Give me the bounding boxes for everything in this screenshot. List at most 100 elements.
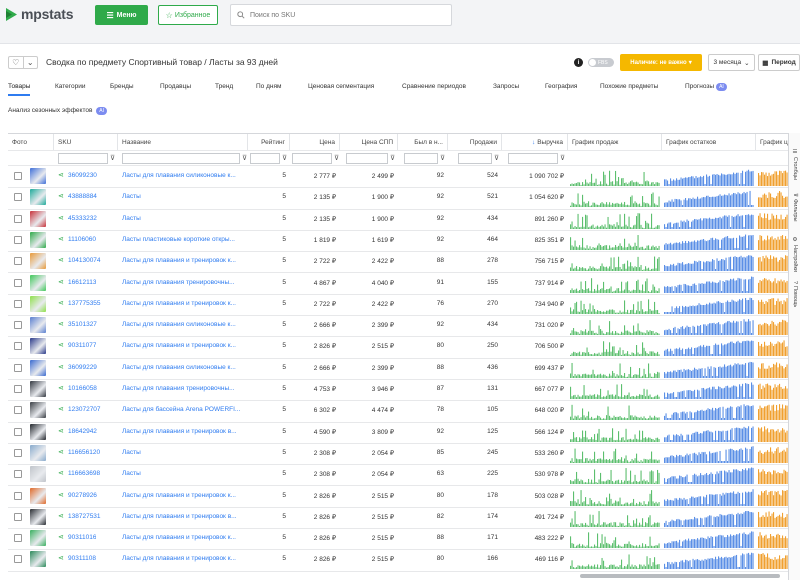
row-checkbox[interactable] xyxy=(14,299,22,308)
sku-link[interactable]: 104130074 xyxy=(68,257,101,265)
sku-link[interactable]: 16612113 xyxy=(68,278,97,286)
side-panel-item[interactable]: ? Помощь xyxy=(789,281,800,307)
product-thumbnail[interactable] xyxy=(30,508,46,525)
filter-icon[interactable]: ⊽ xyxy=(110,155,116,162)
filter-input[interactable] xyxy=(58,153,108,164)
product-thumbnail[interactable] xyxy=(30,530,46,547)
side-panel-item[interactable]: ⚙ Настройки xyxy=(789,237,800,272)
product-thumbnail[interactable] xyxy=(30,466,46,483)
favorites-button[interactable]: ☆ Избранное xyxy=(158,5,218,25)
side-panel-item[interactable]: ☰ Столбцы xyxy=(789,149,800,180)
col-sku[interactable]: SKU xyxy=(54,134,118,150)
table-row[interactable]: ⋖ 10166058 Ласты для плавания тренировочны… xyxy=(8,379,790,402)
tab-item[interactable]: Категории xyxy=(55,83,86,90)
filter-icon[interactable]: ⊽ xyxy=(242,155,248,162)
row-checkbox[interactable] xyxy=(14,448,22,457)
product-name-link[interactable]: Ласты для плавания силиконовые к... xyxy=(122,172,236,179)
tab-item[interactable]: Похожие предметы xyxy=(600,83,658,90)
tab-seasonal-analysis[interactable]: Анализ сезонных эффектов AI xyxy=(8,107,107,115)
share-icon[interactable]: ⋖ xyxy=(58,491,64,499)
filter-icon[interactable]: ⊽ xyxy=(282,155,288,162)
filter-input[interactable] xyxy=(292,153,332,164)
col-price-chart[interactable]: График ц xyxy=(760,138,788,146)
product-thumbnail[interactable] xyxy=(30,210,46,227)
row-checkbox[interactable] xyxy=(14,172,22,180)
sku-link[interactable]: 90278926 xyxy=(68,491,97,499)
table-row[interactable]: ⋖ 11106060 Ласты пластиковые короткие откр… xyxy=(8,230,790,253)
share-icon[interactable]: ⋖ xyxy=(58,470,64,478)
product-name-link[interactable]: Ласты xyxy=(122,214,141,222)
table-row[interactable]: ⋖ 18642942 Ласты для плавания и тренировок… xyxy=(8,422,790,444)
product-thumbnail[interactable] xyxy=(30,189,46,206)
share-icon[interactable]: ⋖ xyxy=(58,448,64,456)
share-icon[interactable]: ⋖ xyxy=(58,193,64,201)
product-thumbnail[interactable] xyxy=(30,231,46,248)
share-icon[interactable]: ⋖ xyxy=(58,235,64,243)
tab-item[interactable]: Бренды xyxy=(110,83,134,90)
sku-link[interactable]: 36099230 xyxy=(68,172,97,179)
sku-link[interactable]: 116663698 xyxy=(68,470,101,478)
product-name-link[interactable]: Ласты для плавания и тренировок к... xyxy=(122,299,236,307)
filter-icon[interactable]: ⊽ xyxy=(494,155,500,162)
sku-link[interactable]: 43888884 xyxy=(68,193,97,201)
table-row[interactable]: ⋖ 45333232 Ласты 5 2 135 ₽1 900 ₽92 434 891 26… xyxy=(8,209,790,231)
table-row[interactable]: ⋖ 16612113 Ласты для плавания тренировочны… xyxy=(8,273,790,295)
filter-icon[interactable]: ⊽ xyxy=(334,155,340,162)
filter-icon[interactable]: ⊽ xyxy=(560,155,566,162)
product-thumbnail[interactable] xyxy=(30,295,46,312)
sku-link[interactable]: 90311077 xyxy=(68,342,97,350)
sku-link[interactable]: 137775355 xyxy=(68,299,101,307)
menu-button[interactable]: ☰ Меню xyxy=(95,5,148,25)
product-name-link[interactable]: Ласты для плавания силиконовые к... xyxy=(122,363,236,371)
product-name-link[interactable]: Ласты xyxy=(122,193,141,201)
tab-item[interactable]: География xyxy=(545,83,577,90)
filter-input[interactable] xyxy=(458,153,492,164)
product-thumbnail[interactable] xyxy=(30,381,46,397)
product-name-link[interactable]: Ласты для бассейна Arena POWERFI... xyxy=(122,406,241,414)
tab-item[interactable]: Сравнение периодов xyxy=(402,83,466,90)
table-row[interactable]: ⋖ 123072707 Ласты для бассейна Arena POWER… xyxy=(8,400,790,423)
sku-link[interactable]: 36099229 xyxy=(68,363,97,371)
sku-link[interactable]: 11106060 xyxy=(68,235,96,243)
product-name-link[interactable]: Ласты для плавания и тренировок к... xyxy=(122,342,236,350)
table-row[interactable]: ⋖ 116656120 Ласты 5 2 308 ₽2 054 ₽85 245 533 2… xyxy=(8,443,790,466)
share-icon[interactable]: ⋖ xyxy=(58,406,64,414)
product-name-link[interactable]: Ласты для плавания и тренировок к... xyxy=(122,534,236,542)
chevron-down-icon[interactable]: ⌄ xyxy=(26,58,34,67)
col-sales-chart[interactable]: График продаж xyxy=(568,134,662,150)
tab-item[interactable]: По дням xyxy=(256,83,281,90)
table-row[interactable]: ⋖ 104130074 Ласты для плавания и тренирово… xyxy=(8,251,790,274)
product-name-link[interactable]: Ласты для плавания тренировочны... xyxy=(122,385,235,392)
table-row[interactable]: ⋖ 43888884 Ласты 5 2 135 ₽1 900 ₽92 521 1 054 … xyxy=(8,187,790,210)
row-checkbox[interactable] xyxy=(14,427,22,436)
row-checkbox[interactable] xyxy=(14,491,22,500)
tab-item[interactable]: Товары xyxy=(8,83,31,96)
tab-item[interactable]: Ценовая сегментация xyxy=(308,83,374,90)
table-row[interactable]: ⋖ 90278926 Ласты для плавания и тренировок… xyxy=(8,486,790,508)
product-thumbnail[interactable] xyxy=(30,274,46,291)
sku-link[interactable]: 45333232 xyxy=(68,214,97,222)
product-thumbnail[interactable] xyxy=(30,317,46,334)
share-icon[interactable]: ⋖ xyxy=(58,512,64,520)
logo[interactable]: mpstats xyxy=(6,6,73,22)
row-checkbox[interactable] xyxy=(14,385,22,393)
availability-button[interactable]: Наличие: не важно ▾ xyxy=(620,54,702,71)
share-icon[interactable]: ⋖ xyxy=(58,299,64,307)
sku-link[interactable]: 90311016 xyxy=(68,534,97,542)
filter-input[interactable] xyxy=(508,153,558,164)
side-panel-item[interactable]: ⊽ Фильтры xyxy=(789,193,800,221)
product-name-link[interactable]: Ласты для плавания и тренировок к... xyxy=(122,555,236,563)
col-name[interactable]: Название xyxy=(118,134,248,150)
share-icon[interactable]: ⋖ xyxy=(58,385,64,392)
row-checkbox[interactable] xyxy=(14,555,22,564)
col-rating[interactable]: Рейтинг xyxy=(248,134,290,150)
share-icon[interactable]: ⋖ xyxy=(58,278,64,286)
row-checkbox[interactable] xyxy=(14,193,22,202)
share-icon[interactable]: ⋖ xyxy=(58,257,64,265)
search-box[interactable] xyxy=(230,4,452,26)
product-name-link[interactable]: Ласты xyxy=(122,448,141,456)
filter-input[interactable] xyxy=(250,153,280,164)
product-name-link[interactable]: Ласты пластиковые короткие откры... xyxy=(122,235,235,243)
product-thumbnail[interactable] xyxy=(30,359,46,376)
col-photo[interactable]: Фото xyxy=(8,134,54,150)
